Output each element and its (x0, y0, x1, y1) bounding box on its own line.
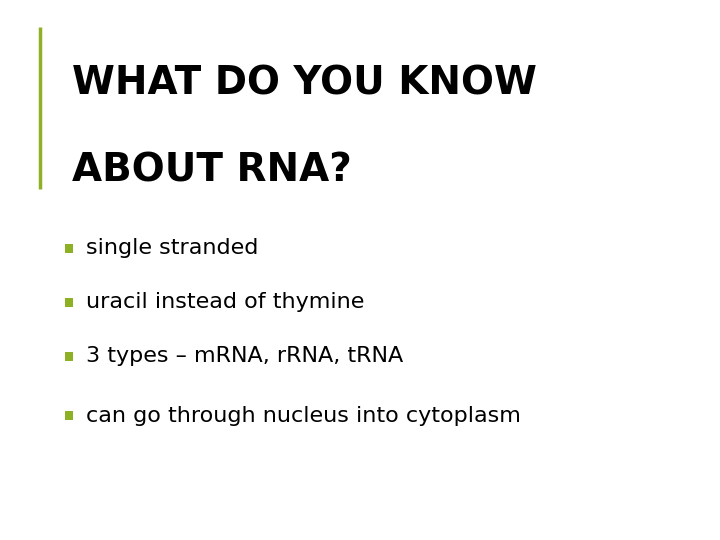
FancyBboxPatch shape (65, 244, 73, 253)
FancyBboxPatch shape (65, 298, 73, 307)
Text: 3 types – mRNA, rRNA, tRNA: 3 types – mRNA, rRNA, tRNA (86, 346, 404, 367)
Text: single stranded: single stranded (86, 238, 258, 259)
FancyBboxPatch shape (65, 352, 73, 361)
Text: WHAT DO YOU KNOW: WHAT DO YOU KNOW (72, 65, 537, 103)
Text: uracil instead of thymine: uracil instead of thymine (86, 292, 365, 313)
Text: ABOUT RNA?: ABOUT RNA? (72, 151, 352, 189)
FancyBboxPatch shape (65, 411, 73, 420)
Text: can go through nucleus into cytoplasm: can go through nucleus into cytoplasm (86, 406, 521, 426)
